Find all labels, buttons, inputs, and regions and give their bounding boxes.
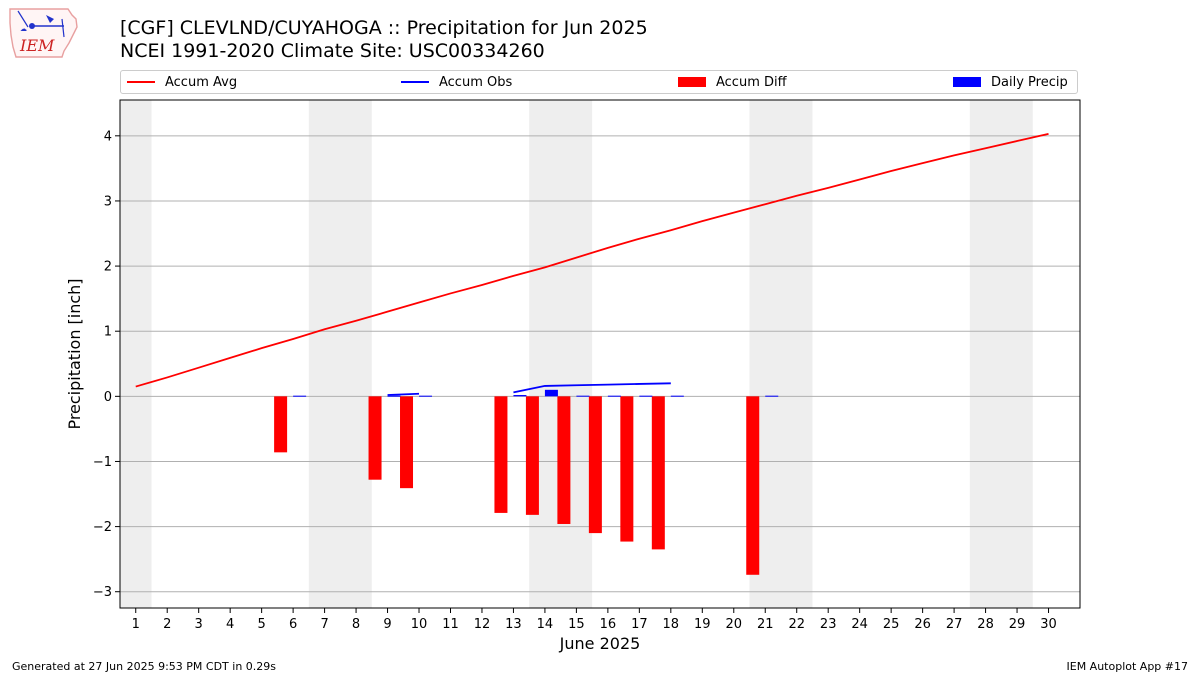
accum-diff-bar [557, 396, 571, 524]
y-tick-label: 2 [104, 260, 112, 275]
iowa-outline [9, 8, 78, 58]
x-tick-label: 15 [568, 617, 585, 632]
y-tick-label: 4 [104, 129, 112, 144]
x-tick-label: 24 [851, 617, 868, 632]
chart-legend: Accum Avg Accum Obs Accum Diff Daily Pre… [120, 70, 1078, 94]
legend-label: Daily Precip [991, 74, 1068, 90]
daily-precip-bar [513, 395, 527, 397]
x-axis-label: June 2025 [559, 634, 641, 653]
chart-subtitle: NCEI 1991-2020 Climate Site: USC00334260 [120, 40, 545, 62]
x-tick-label: 1 [132, 617, 140, 632]
legend-label: Accum Diff [716, 74, 787, 90]
legend-item-daily-precip: Daily Precip [953, 71, 1068, 93]
x-tick-label: 19 [694, 617, 711, 632]
weekend-band [308, 100, 372, 608]
accum-avg-line [135, 132, 1049, 388]
x-tick-label: 2 [163, 617, 171, 632]
accum-diff-bar [620, 396, 634, 542]
svg-text:IEM: IEM [19, 36, 55, 55]
accum-diff-bar [274, 396, 288, 453]
footer-app-text: IEM Autoplot App #17 [1066, 660, 1189, 673]
x-tick-label: 30 [1040, 617, 1057, 632]
footer-generated-text: Generated at 27 Jun 2025 9:53 PM CDT in … [12, 660, 277, 673]
daily-precip-bar [576, 395, 590, 397]
weekend-band [969, 100, 1033, 608]
weekend-band [120, 100, 152, 608]
daily-precip-bar [670, 395, 684, 397]
plot-frame [119, 99, 1081, 609]
x-tick-label: 12 [474, 617, 491, 632]
daily-precip-bar [765, 395, 779, 397]
legend-label: Accum Obs [439, 74, 513, 90]
x-tick-label: 5 [257, 617, 265, 632]
weather-icon: ☁ [17, 10, 65, 38]
daily-precip-bar [419, 395, 433, 397]
daily-precip-bar [544, 389, 558, 397]
svg-text:☁: ☁ [20, 25, 27, 33]
x-tick-label: 21 [757, 617, 774, 632]
x-tick-label: 16 [600, 617, 617, 632]
y-tick-label: 3 [104, 194, 112, 209]
x-tick-label: 17 [631, 617, 648, 632]
x-tick-label: 14 [537, 617, 554, 632]
y-axis-label: Precipitation [inch] [65, 278, 84, 429]
x-tick-label: 20 [725, 617, 742, 632]
x-tick-label: 23 [820, 617, 837, 632]
accum-diff-bar [525, 396, 539, 515]
y-tick-label: −1 [93, 455, 112, 470]
legend-label: Accum Avg [165, 74, 238, 90]
x-tick-label: 7 [320, 617, 328, 632]
x-tick-label: 4 [226, 617, 234, 632]
y-tick-label: −2 [93, 520, 112, 535]
x-tick-label: 3 [195, 617, 203, 632]
accum-diff-bar [400, 396, 414, 489]
daily-precip-bar [293, 395, 307, 397]
legend-item-accum-avg: Accum Avg [127, 71, 237, 93]
x-tick-label: 10 [411, 617, 428, 632]
accum-diff-bar [368, 396, 382, 480]
legend-swatch-daily-precip [953, 77, 981, 87]
y-tick-label: −3 [93, 585, 112, 600]
accum-diff-bar [651, 396, 665, 550]
legend-swatch-accum-obs [401, 81, 429, 83]
chart-title: [CGF] CLEVLND/CUYAHOGA :: Precipitation … [120, 17, 648, 39]
x-tick-label: 27 [946, 617, 963, 632]
accum-diff-bar [588, 396, 602, 534]
legend-item-accum-diff: Accum Diff [678, 71, 787, 93]
accum-obs-line [387, 392, 420, 396]
legend-item-accum-obs: Accum Obs [401, 71, 512, 93]
daily-precip-bar [607, 395, 621, 397]
daily-precip-bar [639, 395, 653, 397]
accum-obs-line [513, 382, 671, 394]
accum-diff-bar [746, 396, 760, 575]
accum-diff-bar [494, 396, 508, 513]
x-tick-label: 13 [505, 617, 522, 632]
x-tick-label: 11 [442, 617, 459, 632]
legend-swatch-accum-diff [678, 77, 706, 87]
x-tick-label: 25 [883, 617, 900, 632]
x-tick-label: 22 [788, 617, 805, 632]
daily-precip-bar [387, 395, 401, 397]
x-tick-label: 29 [1009, 617, 1026, 632]
x-tick-label: 26 [914, 617, 931, 632]
weekend-band [529, 100, 593, 608]
legend-swatch-accum-avg [127, 81, 155, 83]
y-tick-label: 1 [104, 325, 112, 340]
y-tick-label: 0 [104, 390, 112, 405]
iem-logo: ☁ IEM [9, 8, 78, 58]
weekend-band [749, 100, 813, 608]
x-tick-label: 8 [352, 617, 360, 632]
x-tick-label: 18 [663, 617, 680, 632]
x-tick-label: 6 [289, 617, 297, 632]
x-tick-label: 28 [977, 617, 994, 632]
x-tick-label: 9 [383, 617, 391, 632]
